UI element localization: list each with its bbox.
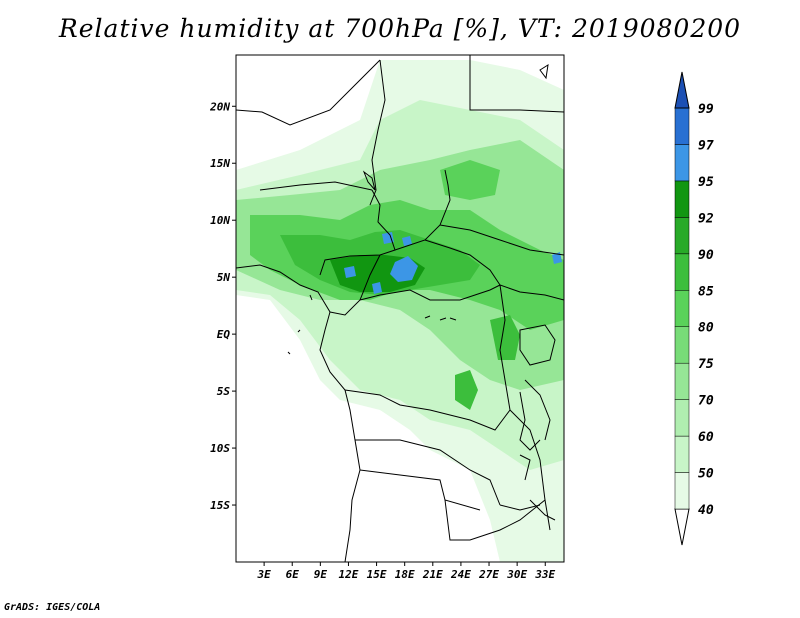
colorbar-label: 85 xyxy=(698,284,714,299)
x-tick-label: 24E xyxy=(450,568,471,581)
grads-credit: GrADS: IGES/COLA xyxy=(4,602,101,613)
x-axis: 3E 6E 9E 12E 15E 18E 21E 24E 27E 30E 33E xyxy=(256,562,556,581)
colorbar-label: 80 xyxy=(698,321,714,336)
humidity-field xyxy=(236,60,564,562)
colorbar-swatch xyxy=(674,399,690,437)
x-tick-label: 12E xyxy=(339,568,359,581)
y-tick-label: 10S xyxy=(210,442,230,455)
colorbar-label: 50 xyxy=(698,467,714,482)
colorbar-swatch xyxy=(674,253,690,291)
colorbar-swatch xyxy=(674,217,690,255)
y-tick-label: 15S xyxy=(210,499,230,512)
colorbar-label: 95 xyxy=(698,175,714,190)
colorbar-label: 97 xyxy=(698,138,714,153)
x-tick-label: 3E xyxy=(256,568,271,581)
y-tick-label: 20N xyxy=(209,100,230,113)
x-tick-label: 21E xyxy=(422,568,443,581)
x-tick-label: 9E xyxy=(314,568,328,581)
colorbar-swatch xyxy=(674,290,690,327)
colorbar-upper-triangle xyxy=(674,71,690,109)
y-tick-label: 15N xyxy=(210,157,230,170)
colorbar-swatch xyxy=(674,472,690,510)
colorbar-label: 70 xyxy=(698,394,714,409)
x-tick-label: 6E xyxy=(286,568,300,581)
colorbar-swatch xyxy=(674,144,690,182)
x-tick-label: 15E xyxy=(367,568,387,581)
x-tick-label: 18E xyxy=(395,568,415,581)
x-tick-label: 30E xyxy=(506,568,527,581)
colorbar-swatch xyxy=(674,362,690,400)
y-tick-label: 5S xyxy=(217,385,231,398)
colorbar-label: 75 xyxy=(698,357,714,372)
y-tick-label: EQ xyxy=(217,328,231,341)
colorbar-label: 40 xyxy=(698,503,714,518)
map-title: Relative humidity at 700hPa [%], VT: 201… xyxy=(58,14,742,43)
colorbar-swatch xyxy=(674,107,690,145)
y-tick-label: 10N xyxy=(210,214,230,227)
y-tick-label: 5N xyxy=(217,271,231,284)
colorbar-label: 92 xyxy=(698,211,714,226)
colorbar-swatch xyxy=(674,326,690,364)
x-tick-label: 27E xyxy=(478,568,499,581)
colorbar-legend: 40 50 60 70 75 80 85 90 92 95 97 99 xyxy=(674,71,714,546)
y-axis: 20N 15N 10N 5N EQ 5S 10S 15S xyxy=(209,100,236,512)
colorbar-lower-triangle xyxy=(674,508,690,546)
colorbar-label: 90 xyxy=(698,248,714,263)
country-borders xyxy=(236,55,564,562)
x-tick-label: 33E xyxy=(534,568,555,581)
colorbar-label: 99 xyxy=(698,102,714,117)
map-frame xyxy=(235,54,565,563)
colorbar-swatch xyxy=(674,435,690,473)
colorbar-label: 60 xyxy=(698,430,714,445)
colorbar-swatch xyxy=(674,180,690,218)
